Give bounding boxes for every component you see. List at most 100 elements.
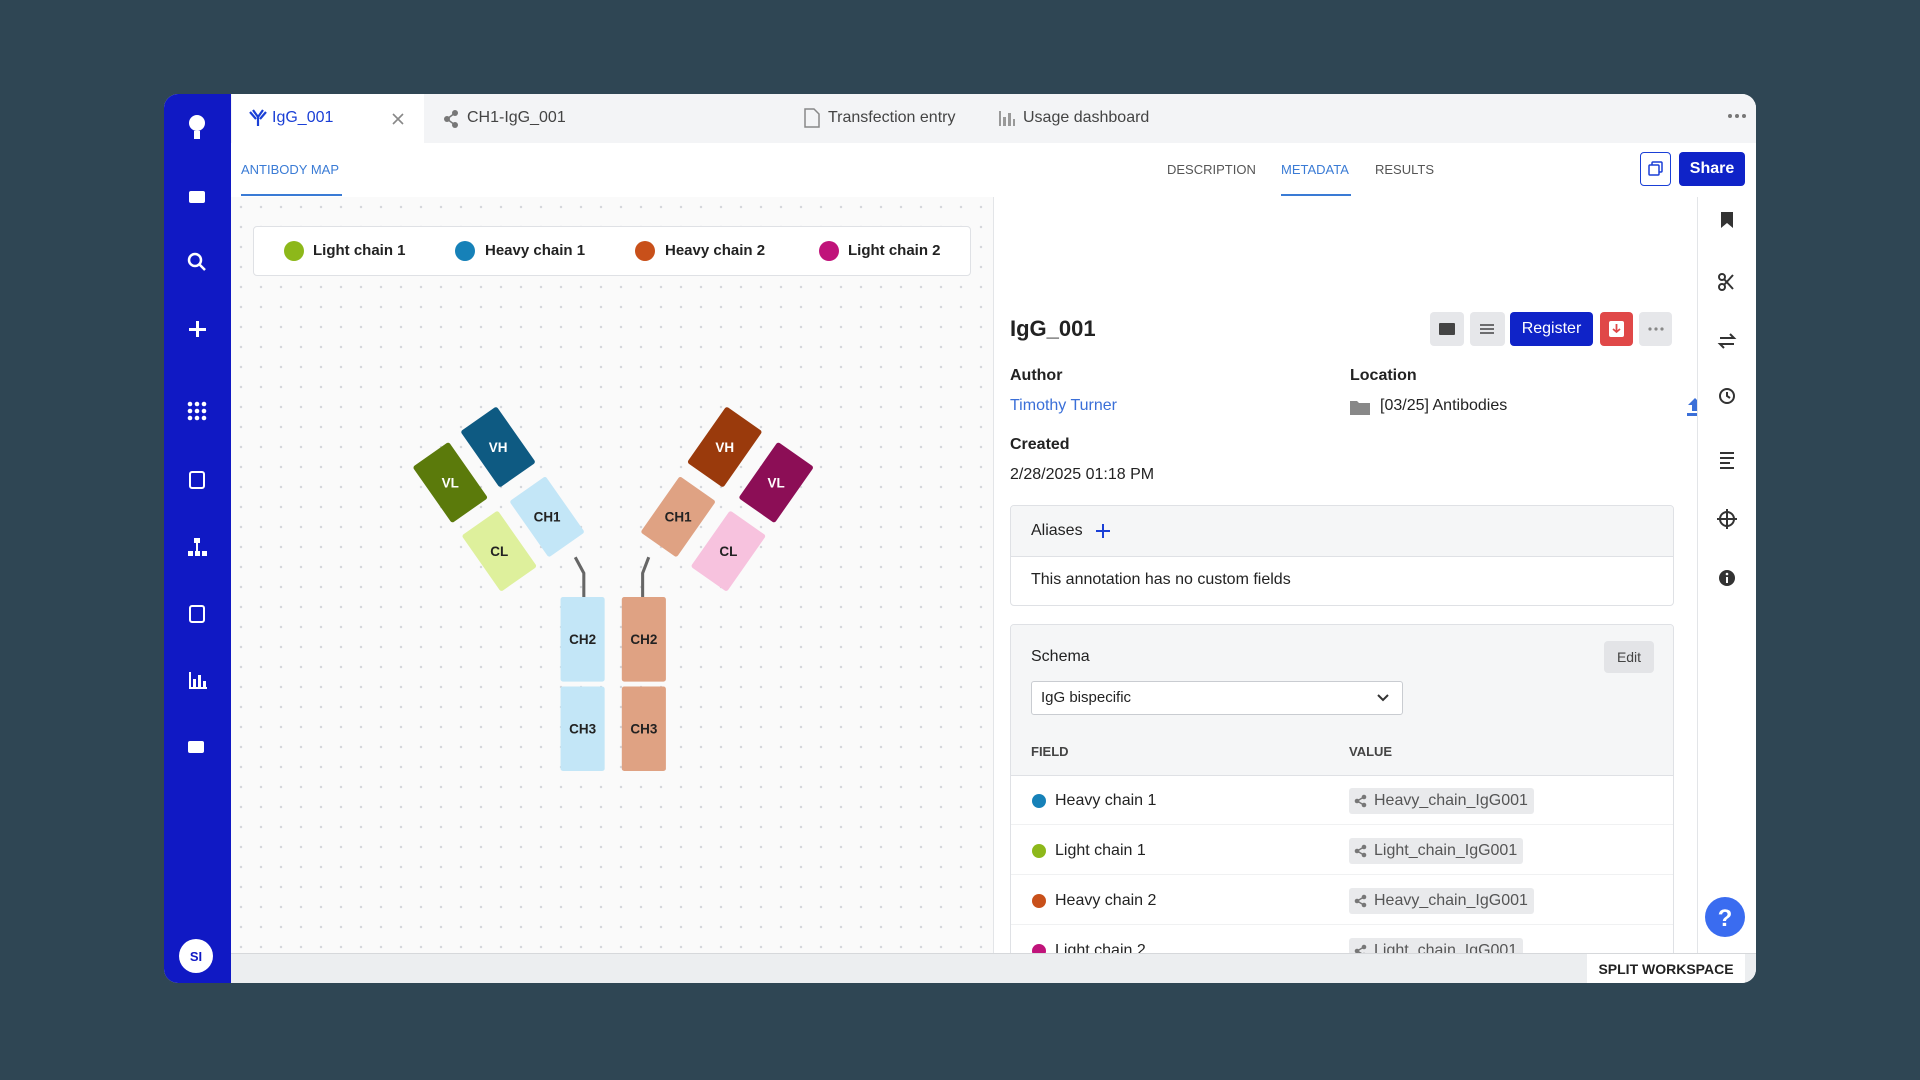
tab-label[interactable]: IgG_001	[272, 109, 334, 126]
location-link[interactable]: [03/25] Antibodies	[1380, 397, 1508, 414]
molecule-icon	[1354, 794, 1367, 808]
sidebar: SI	[164, 94, 231, 983]
archive-button[interactable]	[1600, 312, 1633, 346]
app-window: SI IgG_001 CH1-IgG_001 Transfection entr…	[164, 94, 1756, 983]
field-name: Heavy chain 2	[1055, 892, 1157, 909]
molecule-icon	[1354, 848, 1360, 854]
molecule-icon	[444, 110, 458, 128]
copy-button[interactable]	[1640, 152, 1671, 186]
detail-tab[interactable]: METADATA	[1281, 162, 1349, 177]
briefcase-icon	[189, 191, 205, 203]
upload-icon[interactable]	[1686, 397, 1697, 417]
domain: VL	[413, 442, 488, 523]
domain-box	[621, 597, 666, 682]
row-divider	[1011, 824, 1673, 825]
target-icon[interactable]	[1717, 509, 1737, 529]
column-header: VALUE	[1349, 744, 1393, 759]
value-chip[interactable]: Light_chain_IgG001	[1349, 838, 1524, 864]
add-alias-icon[interactable]	[1095, 523, 1111, 539]
more-icon[interactable]	[1726, 112, 1748, 120]
hinge-line	[573, 556, 586, 601]
field-value: Light_chain_IgG001	[1374, 842, 1518, 859]
domain: VH	[687, 407, 762, 487]
split-workspace-label: SPLIT WORKSPACE	[1598, 961, 1734, 977]
settings-button[interactable]	[1470, 312, 1505, 346]
detail-tab[interactable]: RESULTS	[1375, 162, 1434, 177]
detail-tab[interactable]: DESCRIPTION	[1167, 162, 1256, 177]
register-label: Register	[1521, 320, 1582, 337]
tab-label[interactable]: Transfection entry	[828, 109, 956, 126]
edit-button[interactable]: Edit	[1604, 641, 1654, 673]
author-link[interactable]: Timothy Turner	[1010, 397, 1117, 414]
tab-bar: IgG_001 CH1-IgG_001 Transfection entry U…	[231, 94, 1756, 144]
folder-icon	[1439, 323, 1455, 335]
molecule-icon	[1354, 948, 1360, 953]
avatar-initials: SI	[190, 949, 202, 964]
domain-label: CH1	[665, 510, 692, 525]
domain-box	[462, 511, 537, 591]
schema-card: Schema Edit IgG bispecific FIELD VALUE H…	[1010, 624, 1674, 953]
molecule-icon	[1361, 794, 1367, 800]
swap-icon[interactable]	[1717, 333, 1737, 349]
domain-label: CH3	[569, 722, 596, 737]
projects-icon	[188, 741, 204, 753]
search-icon	[187, 252, 203, 268]
domain: CL	[691, 511, 766, 591]
dashboard-icon	[999, 111, 1015, 126]
domain-label: CH1	[534, 510, 561, 525]
insights-icon	[189, 672, 207, 689]
value-chip[interactable]: Heavy_chain_IgG001	[1349, 888, 1534, 914]
field-value: Heavy_chain_IgG001	[1374, 792, 1528, 809]
domain-label: CH3	[630, 722, 657, 737]
metadata-panel: IgG_001 Register Author Timothy Turner L…	[994, 197, 1697, 953]
folder-button[interactable]	[1430, 312, 1464, 346]
domain: CH3	[621, 686, 666, 772]
row-divider	[1011, 874, 1673, 875]
tab-label[interactable]: CH1-IgG_001	[467, 109, 566, 126]
tab-label[interactable]: Usage dashboard	[1023, 109, 1150, 126]
bookmark-icon[interactable]	[1721, 212, 1733, 228]
text-icon[interactable]	[1720, 452, 1734, 469]
share-button[interactable]: Share	[1679, 152, 1745, 186]
schema-select[interactable]: IgG bispecific	[1031, 681, 1403, 715]
tab-active[interactable]	[232, 94, 424, 144]
aliases-header	[1011, 506, 1673, 557]
scissors-icon[interactable]	[1718, 273, 1734, 291]
info-icon	[1725, 572, 1729, 576]
field-label: Author	[1010, 367, 1063, 384]
avatar[interactable]	[179, 939, 213, 973]
add-icon	[189, 328, 206, 331]
molecule-icon	[1354, 844, 1367, 858]
notebook-icon	[189, 471, 205, 489]
view-tab[interactable]: ANTIBODY MAP	[241, 162, 340, 177]
folder-icon	[1350, 401, 1370, 415]
domain-box	[560, 597, 605, 682]
document-icon	[804, 108, 820, 128]
molecule-icon	[1361, 894, 1367, 900]
help-button[interactable]	[1705, 897, 1745, 937]
apps-icon	[187, 401, 207, 421]
field-name: Light chain 2	[1055, 942, 1146, 953]
rail-icons: ?	[1705, 212, 1745, 937]
more-button[interactable]	[1639, 312, 1672, 346]
chevron-icon	[1377, 694, 1389, 702]
value-chip[interactable]: Heavy_chain_IgG001	[1349, 788, 1534, 814]
value-chip[interactable]: Light_chain_IgG001	[1349, 938, 1524, 953]
molecule-icon	[1354, 798, 1360, 804]
domain-box	[641, 477, 715, 557]
domain-box	[739, 442, 813, 523]
molecule-icon	[1361, 902, 1367, 908]
history-icon[interactable]	[1719, 388, 1735, 404]
domain-box	[687, 407, 762, 487]
close-tab-icon[interactable]	[391, 112, 405, 126]
sliders-icon	[1480, 324, 1494, 334]
tasks-icon	[189, 605, 205, 623]
sidebar-icons: SI	[179, 115, 213, 973]
field-label: Location	[1350, 367, 1417, 384]
split-workspace-button[interactable]: SPLIT WORKSPACE	[1587, 954, 1745, 983]
antibody-map-panel: VL VH CH1 CL VH VL CH1 CL CH2 CH3 CH2 CH3 Light cha…	[231, 197, 994, 953]
field-name: Light chain 1	[1055, 842, 1146, 859]
aliases-title: Aliases	[1031, 522, 1083, 539]
register-button[interactable]: Register	[1510, 312, 1593, 346]
